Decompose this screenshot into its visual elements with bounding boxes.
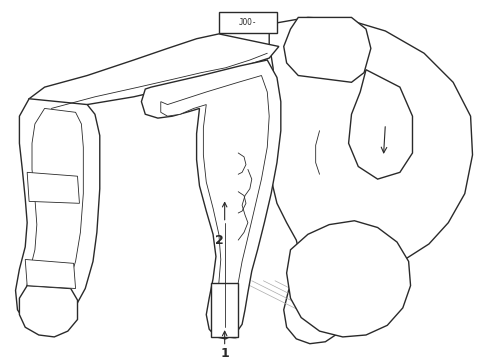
Text: 2: 2: [216, 234, 224, 247]
Polygon shape: [16, 99, 100, 329]
Polygon shape: [287, 221, 411, 337]
Text: JOO-: JOO-: [239, 18, 257, 27]
Polygon shape: [348, 70, 413, 179]
Polygon shape: [27, 172, 79, 203]
Polygon shape: [20, 285, 77, 337]
Polygon shape: [211, 283, 238, 337]
FancyBboxPatch shape: [219, 12, 277, 33]
Polygon shape: [25, 108, 83, 318]
Text: 1: 1: [220, 347, 229, 360]
Polygon shape: [284, 17, 371, 82]
Polygon shape: [25, 260, 75, 288]
Polygon shape: [29, 34, 279, 114]
Polygon shape: [142, 60, 281, 339]
Polygon shape: [161, 76, 269, 335]
Polygon shape: [269, 17, 472, 344]
